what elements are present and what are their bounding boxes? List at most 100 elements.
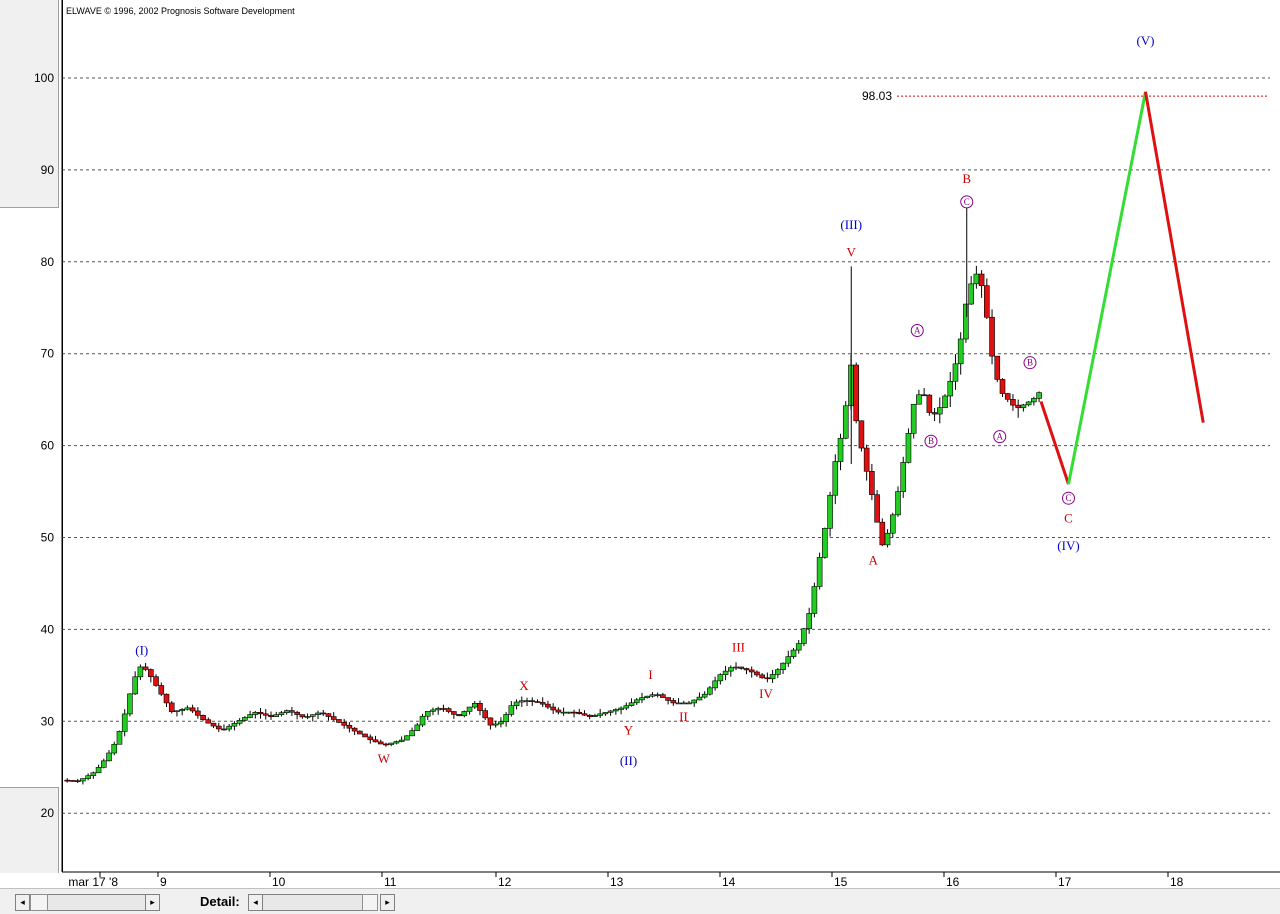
- wave-label: C: [1064, 510, 1073, 525]
- candle-down: [221, 728, 227, 731]
- candle-down: [69, 780, 76, 782]
- candle-up: [231, 722, 238, 727]
- main-scroll-thumb[interactable]: [30, 894, 48, 911]
- candle-up: [236, 720, 243, 724]
- wave-label-circle: [910, 324, 924, 338]
- candle-up: [424, 711, 431, 717]
- wave-label: Y: [624, 723, 634, 738]
- candle-up: [957, 338, 964, 365]
- candle-up: [524, 700, 530, 702]
- candle-up: [775, 669, 781, 675]
- candle-down: [445, 708, 452, 712]
- candle-down: [874, 494, 880, 523]
- y-tick-label: 80: [41, 255, 55, 269]
- y-tick-label: 60: [41, 439, 55, 453]
- candle-down: [200, 715, 206, 720]
- candle-up: [628, 702, 635, 706]
- y-axis-lower-scroll-zone[interactable]: [0, 787, 59, 873]
- x-tick-label: 18: [1170, 875, 1184, 888]
- candle-up: [95, 767, 102, 774]
- x-tick-label: 11: [384, 875, 397, 888]
- wave-label: I: [648, 667, 652, 682]
- candle-up: [127, 693, 133, 715]
- wave-label: IV: [759, 686, 773, 701]
- scroll-left-arrow-icon: ◂: [20, 897, 25, 907]
- wave-label: III: [732, 640, 745, 655]
- candle-down: [529, 700, 536, 702]
- wave-label-circle: [1062, 491, 1075, 505]
- scroll-right-button[interactable]: ▸: [145, 894, 160, 911]
- x-tick-label: mar 17 '8: [68, 875, 118, 888]
- candle-up: [691, 699, 698, 704]
- candle-down: [451, 711, 457, 715]
- candle-down: [555, 709, 562, 713]
- candle-up: [1025, 401, 1032, 406]
- candle-down: [660, 694, 666, 698]
- candle-up: [936, 407, 943, 415]
- candle-up: [435, 708, 442, 711]
- y-tick-label: 30: [41, 714, 55, 728]
- candle-up: [618, 707, 624, 710]
- candle-down: [931, 412, 938, 415]
- candle-up: [508, 705, 515, 715]
- candle-up: [466, 706, 473, 712]
- scroll-left-button[interactable]: ◂: [15, 894, 30, 911]
- y-axis-upper-scroll-zone[interactable]: [0, 0, 59, 208]
- detail-left-arrow-icon: ◂: [253, 897, 258, 907]
- candle-down: [153, 676, 159, 686]
- candle-up: [1036, 392, 1042, 399]
- y-tick-label: 20: [41, 806, 55, 820]
- candle-down: [268, 714, 274, 718]
- candle-up: [498, 721, 504, 725]
- candle-down: [383, 743, 389, 746]
- candle-down: [158, 685, 165, 695]
- candle-down: [550, 706, 556, 711]
- candle-up: [905, 433, 912, 463]
- detail-scroll-track[interactable]: [263, 894, 378, 911]
- wave-label-circle: [960, 195, 974, 209]
- candle-up: [827, 494, 833, 529]
- main-scroll-track[interactable]: [30, 894, 145, 911]
- candle-down: [487, 717, 494, 726]
- y-tick-label: 100: [34, 71, 54, 85]
- detail-right-button[interactable]: ▸: [380, 894, 395, 911]
- candle-up: [315, 712, 321, 715]
- y-tick-labels: 20 30 40 50 60 70 80 90 100: [34, 71, 54, 820]
- candle-down: [482, 710, 489, 719]
- candle-up: [398, 739, 405, 742]
- candle-up: [806, 613, 812, 630]
- candle-down: [989, 316, 995, 357]
- wave-label: B: [1027, 358, 1033, 368]
- candle-down: [64, 779, 71, 782]
- wave-label-circle: [924, 434, 938, 448]
- candle-up: [707, 687, 713, 695]
- candle-up: [242, 717, 248, 721]
- candle-down: [853, 364, 860, 422]
- candle-up: [404, 735, 410, 741]
- candle-up: [900, 462, 907, 492]
- x-tick-label: 9: [160, 875, 167, 888]
- candle-down: [210, 722, 217, 727]
- candle-down: [195, 710, 201, 716]
- candle-up: [597, 713, 603, 716]
- candle-down: [336, 719, 342, 723]
- candle-down: [1010, 399, 1016, 406]
- detail-scroll-thumb[interactable]: [362, 894, 378, 911]
- projection-down-line: [1144, 91, 1205, 423]
- x-tick-labels: mar 17 '8 9 10 11 12 13 14 15 16 17 18: [68, 872, 1184, 888]
- candle-down: [754, 671, 760, 676]
- candle-up: [419, 715, 426, 726]
- candle-up: [780, 662, 786, 671]
- candle-down: [978, 273, 985, 286]
- wave-label: B: [928, 436, 934, 446]
- candle-up: [304, 716, 311, 718]
- projection-up-line: [1067, 91, 1147, 485]
- candle-up: [727, 667, 734, 672]
- x-tick-label: 15: [834, 875, 848, 888]
- candle-down: [738, 666, 745, 669]
- candle-down: [994, 355, 1001, 380]
- detail-left-button[interactable]: ◂: [248, 894, 263, 911]
- candle-up: [696, 696, 703, 701]
- candle-up: [769, 674, 776, 680]
- candle-up: [518, 700, 525, 703]
